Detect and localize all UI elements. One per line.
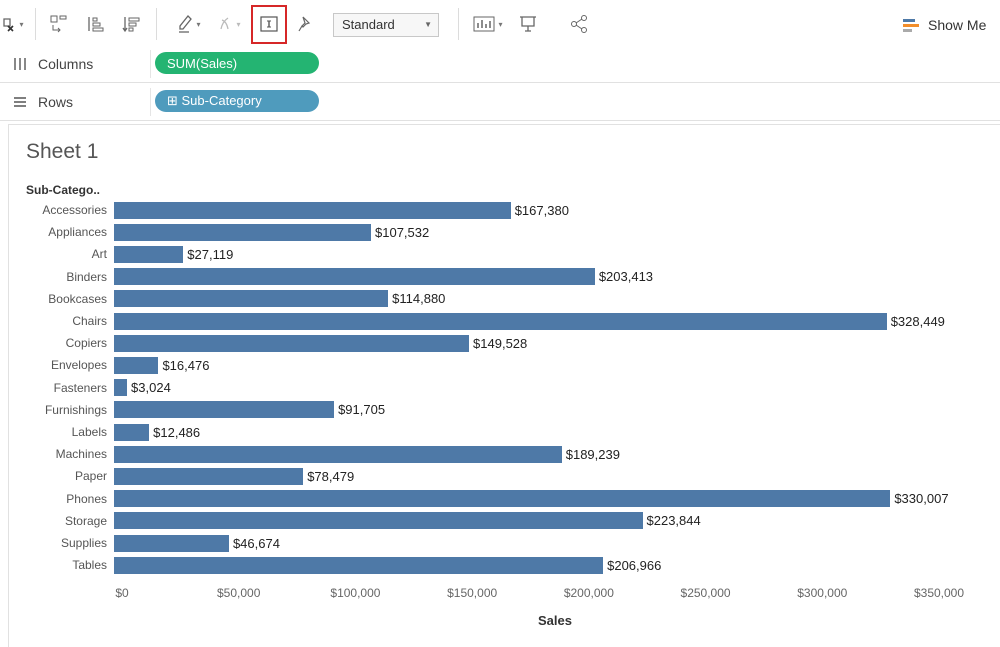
toolbar: ▾ ▾ ▾ Standard ▼ ▾ Show Me <box>0 0 1000 49</box>
show-me-label: Show Me <box>928 17 987 33</box>
row-label[interactable]: Supplies <box>60 536 107 550</box>
highlight-box <box>251 5 287 44</box>
bar[interactable] <box>114 556 604 574</box>
rows-label: Rows <box>38 94 74 110</box>
bar[interactable] <box>114 334 470 352</box>
group-members-icon[interactable]: ▾ <box>214 12 244 36</box>
x-tick-label: $200,000 <box>563 586 614 600</box>
bar[interactable] <box>114 290 389 308</box>
fit-select-value: Standard <box>342 17 395 32</box>
rows-shelf-label: Rows <box>12 88 151 116</box>
row-label[interactable]: Copiers <box>65 336 107 351</box>
bar[interactable] <box>114 245 184 263</box>
bar[interactable] <box>114 223 371 241</box>
row-label[interactable]: Fasteners <box>53 380 107 395</box>
sub-category-pill[interactable]: ⊞ Sub-Category <box>155 90 319 112</box>
show-mark-labels-icon[interactable] <box>259 12 279 36</box>
bar[interactable] <box>114 445 562 463</box>
toolbar-separator <box>35 8 36 40</box>
fix-axes-pin-icon[interactable] <box>294 12 316 36</box>
show-me-icon <box>903 19 919 32</box>
toolbar-separator <box>156 8 157 40</box>
bar[interactable] <box>114 401 335 419</box>
fit-select[interactable]: Standard ▼ <box>333 13 439 37</box>
bar-value-label: $107,532 <box>375 224 430 240</box>
x-tick-label: $100,000 <box>330 586 381 600</box>
clear-sheet-icon[interactable]: ▾ <box>0 12 26 36</box>
bar-value-label: $149,528 <box>473 335 528 351</box>
bar-value-label: $206,966 <box>607 557 662 573</box>
row-label[interactable]: Chairs <box>72 314 107 328</box>
row-label[interactable]: Envelopes <box>50 358 107 373</box>
show-hide-cards-icon[interactable]: ▾ <box>470 12 506 36</box>
sheet-border-left <box>8 124 9 647</box>
bar-value-label: $328,449 <box>890 313 945 329</box>
bar-value-label: $16,476 <box>162 357 210 373</box>
row-label[interactable]: Art <box>91 247 107 262</box>
bar-value-label: $27,119 <box>187 246 234 262</box>
columns-label: Columns <box>38 56 94 72</box>
bar[interactable] <box>114 268 595 286</box>
bar-value-label: $91,705 <box>338 402 386 418</box>
x-axis-title[interactable]: Sales <box>538 613 572 628</box>
bar-value-label: $46,674 <box>232 535 280 551</box>
x-tick-label: $350,000 <box>913 586 965 600</box>
bar[interactable] <box>114 379 128 397</box>
chevron-down-icon: ▼ <box>424 20 432 29</box>
show-me-button[interactable]: Show Me <box>902 13 986 37</box>
x-tick-label: $150,000 <box>447 586 498 600</box>
row-label[interactable]: Labels <box>71 425 107 439</box>
bar[interactable] <box>114 201 511 219</box>
row-field-header[interactable]: Sub-Catego.. <box>26 183 100 197</box>
row-label[interactable]: Binders <box>66 269 107 284</box>
bar-value-label: $203,413 <box>598 269 654 285</box>
bar[interactable] <box>114 356 159 374</box>
x-tick-label: $300,000 <box>797 586 848 600</box>
bar-value-label: $330,007 <box>894 491 949 507</box>
row-label[interactable]: Furnishings <box>44 402 107 417</box>
bar-value-label: $3,024 <box>131 380 171 396</box>
row-label[interactable]: Storage <box>64 513 107 528</box>
x-tick-label: $250,000 <box>680 586 731 600</box>
row-label[interactable]: Bookcases <box>48 291 107 306</box>
swap-rows-columns-icon[interactable] <box>48 12 70 36</box>
bar[interactable] <box>114 312 887 330</box>
sheet-border-top <box>8 124 1000 125</box>
bar-value-label: $12,486 <box>153 424 201 440</box>
columns-icon <box>12 57 28 71</box>
x-tick-label: $50,000 <box>217 586 261 600</box>
x-tick-label: $0 <box>115 586 129 600</box>
columns-shelf-label: Columns <box>12 50 151 78</box>
sum-sales-pill[interactable]: SUM(Sales) <box>155 52 319 74</box>
sort-ascending-icon[interactable] <box>84 12 106 36</box>
bar[interactable] <box>114 423 150 441</box>
row-label[interactable]: Phones <box>66 491 107 506</box>
row-label[interactable]: Machines <box>55 447 107 462</box>
bar-value-label: $189,239 <box>565 446 620 462</box>
bar[interactable] <box>114 490 891 508</box>
columns-shelf: Columns SUM(Sales) <box>0 46 1000 83</box>
toolbar-separator <box>458 8 459 40</box>
row-label[interactable]: Paper <box>74 469 107 484</box>
rows-icon <box>12 95 28 109</box>
bar[interactable] <box>114 512 643 530</box>
row-label[interactable]: Accessories <box>42 203 107 217</box>
row-label[interactable]: Tables <box>72 558 107 573</box>
bar-value-label: $78,479 <box>307 468 355 484</box>
sort-descending-icon[interactable] <box>120 12 142 36</box>
presentation-mode-icon[interactable] <box>516 12 540 36</box>
bar[interactable] <box>114 534 229 552</box>
sheet-title: Sheet 1 <box>26 140 99 163</box>
row-label[interactable]: Appliances <box>48 225 107 240</box>
bar-value-label: $167,380 <box>514 202 569 218</box>
highlight-pen-icon[interactable]: ▾ <box>172 12 206 36</box>
bar[interactable] <box>114 467 304 485</box>
bar-value-label: $114,880 <box>392 291 446 307</box>
bar-value-label: $223,844 <box>646 513 701 529</box>
share-icon[interactable] <box>568 12 590 36</box>
rows-shelf: Rows ⊞ Sub-Category <box>0 84 1000 121</box>
